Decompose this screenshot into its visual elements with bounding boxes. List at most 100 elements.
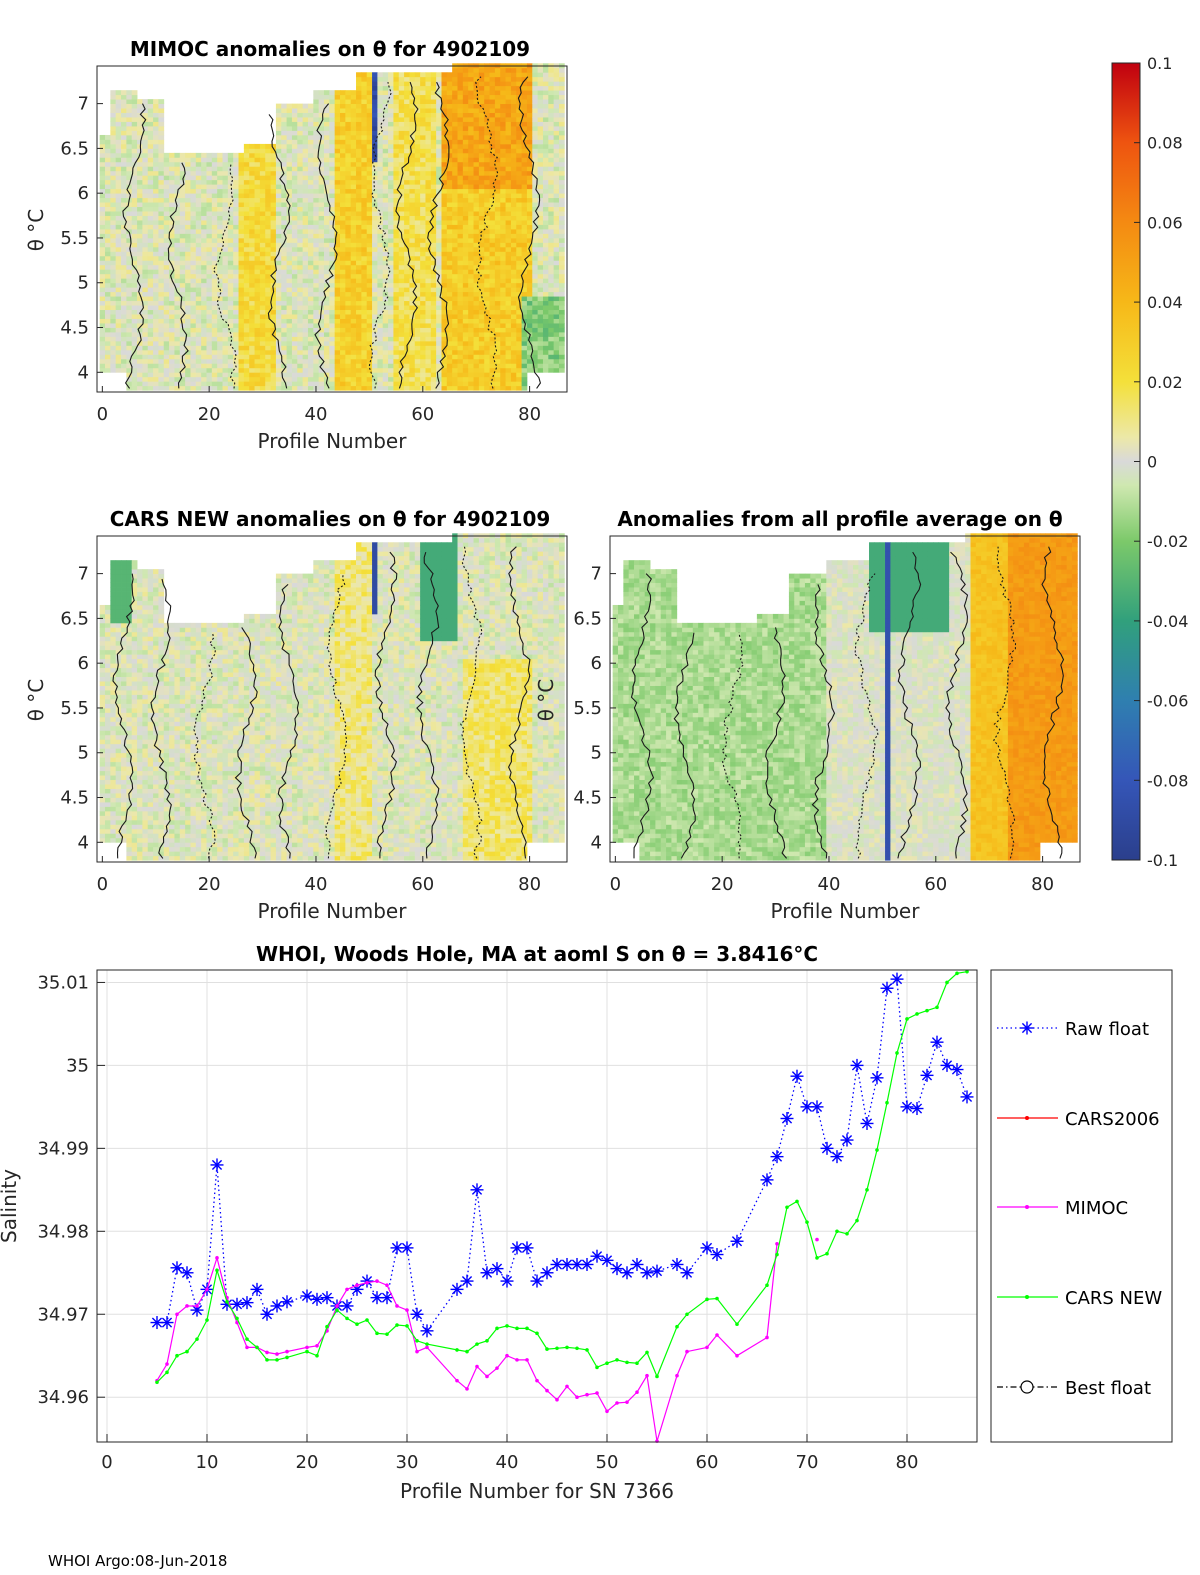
heatmap-cell <box>286 130 293 136</box>
heatmap-cell <box>217 170 223 176</box>
heatmap-cell <box>297 376 304 382</box>
heatmap-cell <box>388 300 394 306</box>
heatmap-cell <box>393 99 400 105</box>
heatmap-cell <box>404 139 410 145</box>
heatmap-cell <box>201 211 207 216</box>
heatmap-cell <box>361 166 368 172</box>
heatmap-cell <box>222 260 229 266</box>
heatmap-cell <box>270 323 277 328</box>
heatmap-cell <box>356 367 362 373</box>
heatmap-cell <box>388 179 394 185</box>
heatmap-cell <box>302 354 309 360</box>
heatmap-cell <box>121 90 127 96</box>
heatmap-cell <box>185 251 191 257</box>
heatmap-cell <box>115 224 122 230</box>
heatmap-cell <box>163 197 170 203</box>
heatmap-cell <box>345 211 352 216</box>
heatmap-cell <box>291 305 298 311</box>
heatmap-cell <box>468 318 474 324</box>
heatmap-cell <box>494 175 501 181</box>
heatmap-cell <box>350 90 357 96</box>
heatmap-cell <box>500 130 506 136</box>
heatmap-cell <box>441 81 448 87</box>
heatmap-cell <box>158 117 165 122</box>
heatmap-cell <box>142 193 149 199</box>
heatmap-cell <box>446 170 453 176</box>
heatmap-cell <box>137 139 143 145</box>
heatmap-cell <box>430 72 437 78</box>
heatmap-cell <box>233 246 239 252</box>
heatmap-cell <box>302 152 309 158</box>
heatmap-cell <box>462 117 469 122</box>
heatmap-cell <box>334 197 341 203</box>
heatmap-cell <box>163 157 170 163</box>
heatmap-cell <box>404 376 410 382</box>
heatmap-cell <box>275 224 282 230</box>
heatmap-cell <box>393 90 400 96</box>
heatmap-cell <box>372 309 378 315</box>
heatmap-cell <box>430 179 437 185</box>
heatmap-cell <box>302 121 309 127</box>
heatmap-cell <box>190 229 197 234</box>
heatmap-cell <box>366 90 373 96</box>
heatmap-cell <box>233 255 239 261</box>
heatmap-cell <box>206 215 213 221</box>
heatmap-cell <box>340 372 346 378</box>
heatmap-cell <box>147 372 154 378</box>
heatmap-cell <box>452 170 458 176</box>
heatmap-cell <box>414 170 421 176</box>
heatmap-cell <box>510 246 517 252</box>
heatmap-cell <box>323 309 330 315</box>
heatmap-cell <box>414 242 421 248</box>
heatmap-cell <box>115 300 122 306</box>
heatmap-cell <box>468 117 474 122</box>
heatmap-cell <box>436 152 442 158</box>
heatmap-cell <box>297 197 304 203</box>
heatmap-cell <box>227 269 234 275</box>
heatmap-cell <box>414 229 421 234</box>
heatmap-cell <box>452 314 458 319</box>
heatmap-cell <box>473 121 480 127</box>
heatmap-cell <box>249 193 255 199</box>
heatmap-cell <box>329 143 336 149</box>
heatmap-cell <box>286 108 293 113</box>
heatmap-cell <box>388 197 394 203</box>
heatmap-cell <box>425 287 432 293</box>
heatmap-cell <box>366 305 373 311</box>
heatmap-cell <box>270 385 277 391</box>
heatmap-cell <box>404 166 410 172</box>
heatmap-cell <box>361 99 368 105</box>
heatmap-cell <box>217 175 223 181</box>
heatmap-cell <box>185 166 191 172</box>
heatmap-cell <box>163 166 170 172</box>
heatmap-cell <box>307 372 314 378</box>
heatmap-cell <box>436 130 442 136</box>
heatmap-cell <box>462 197 469 203</box>
heatmap-cell <box>436 314 442 319</box>
heatmap-cell <box>265 363 271 369</box>
heatmap-cell <box>185 269 191 275</box>
heatmap-cell <box>430 139 437 145</box>
heatmap-cell <box>249 305 255 311</box>
heatmap-cell <box>275 130 282 136</box>
heatmap-cell <box>372 184 378 190</box>
heatmap-cell <box>382 108 389 113</box>
heatmap-cell <box>158 381 165 387</box>
heatmap-cell <box>105 143 111 149</box>
heatmap-cell <box>340 152 346 158</box>
heatmap-cell <box>158 161 165 167</box>
heatmap-cell <box>201 349 207 355</box>
heatmap-cell <box>494 345 501 351</box>
heatmap-cell <box>286 278 293 284</box>
heatmap-cell <box>462 367 469 373</box>
heatmap-cell <box>297 345 304 351</box>
heatmap-cell <box>227 220 234 225</box>
heatmap-cell <box>206 184 213 190</box>
heatmap-cell <box>179 385 186 391</box>
heatmap-cell <box>179 269 186 275</box>
heatmap-cell <box>217 367 223 373</box>
heatmap-cell <box>350 130 357 136</box>
heatmap-cell <box>201 269 207 275</box>
heatmap-cell <box>452 309 458 315</box>
